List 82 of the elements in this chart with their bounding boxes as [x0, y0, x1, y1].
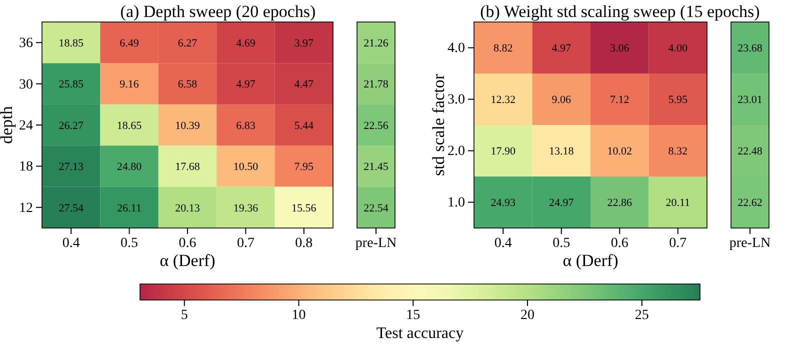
data-label: 23.68: [738, 42, 763, 55]
data-label: 18.85: [58, 37, 84, 50]
data-label: 22.56: [364, 120, 389, 132]
data-label: 6.27: [178, 37, 198, 50]
y-tick-label: 2.0: [448, 144, 465, 160]
x-tick-label: 0.4: [494, 236, 512, 251]
data-label: 5.95: [668, 94, 688, 106]
x-tick-label: 0.6: [610, 236, 628, 251]
color-bar-label: 10: [292, 308, 306, 323]
y-tick-label: 1.0: [448, 196, 465, 211]
data-label: 22.48: [738, 146, 763, 158]
data-label: 7.12: [610, 94, 630, 106]
x-axis-title: α (Derf): [562, 251, 618, 270]
data-label: 21.78: [364, 78, 389, 91]
y-tick-label: 24: [19, 118, 33, 134]
data-label: 8.82: [494, 42, 513, 55]
data-label: 26.11: [117, 202, 142, 214]
y-tick-label: 3.0: [448, 92, 465, 108]
color-bar-label: 5: [180, 308, 188, 323]
data-label: 25.85: [58, 78, 84, 91]
x-tick-label: 0.5: [552, 236, 570, 251]
data-label: 24.80: [116, 161, 142, 174]
data-label: 4.97: [552, 42, 572, 55]
data-label: 21.26: [364, 37, 389, 50]
data-label: 19.36: [233, 202, 259, 214]
x-tick-label: 0.4: [62, 236, 80, 251]
color-bar-label: 25: [634, 308, 649, 323]
chart-title: (b) Weight std scaling sweep (15 epochs): [480, 2, 760, 21]
data-label: 6.58: [178, 78, 198, 91]
data-label: 4.97: [236, 78, 256, 91]
data-label: 10.50: [233, 161, 259, 174]
color-bar-title: Test accuracy: [376, 325, 464, 342]
data-label: 6.49: [120, 37, 140, 50]
data-label: 17.68: [175, 161, 200, 174]
color-bar-label: 15: [406, 308, 420, 323]
y-tick-label: 30: [19, 77, 33, 92]
data-label: 26.27: [58, 120, 84, 132]
y-tick-label: 12: [19, 200, 33, 216]
x-axis-title: α (Derf): [160, 251, 216, 270]
x-tick-label: pre-LN: [729, 236, 771, 251]
y-tick-label: 36: [19, 36, 33, 52]
data-label: 9.16: [120, 78, 140, 91]
data-label: 20.13: [175, 202, 200, 214]
data-label: 10.39: [175, 120, 200, 132]
data-label: 15.56: [292, 202, 317, 214]
data-label: 27.54: [58, 202, 84, 214]
data-label: 20.11: [666, 197, 690, 210]
x-tick-label: pre-LN: [355, 236, 397, 251]
data-label: 7.95: [294, 161, 314, 174]
data-label: 27.13: [58, 161, 84, 174]
data-label: 22.86: [607, 197, 632, 210]
data-label: 6.83: [236, 120, 256, 132]
data-label: 24.97: [549, 197, 574, 210]
data-label: 13.18: [549, 146, 574, 158]
data-label: 23.01: [738, 94, 762, 106]
data-label: 22.54: [364, 202, 389, 214]
data-label: 3.97: [294, 37, 314, 50]
y-tick-label: 4.0: [448, 41, 465, 56]
chart-title: (a) Depth sweep (20 epochs): [120, 2, 316, 21]
x-tick-label: 0.8: [295, 236, 313, 251]
data-label: 17.90: [490, 146, 516, 158]
y-tick-label: 18: [19, 160, 33, 175]
data-label: 24.93: [490, 197, 516, 210]
data-label: 4.47: [294, 78, 314, 91]
data-label: 22.62: [738, 197, 762, 210]
x-tick-label: 0.6: [178, 236, 196, 251]
data-label: 5.44: [294, 120, 314, 132]
x-tick-label: 0.7: [236, 236, 254, 251]
data-label: 10.02: [607, 146, 632, 158]
color-bar-label: 20: [520, 308, 535, 323]
data-label: 4.69: [236, 37, 256, 50]
data-label: 3.06: [610, 42, 630, 55]
x-tick-label: 0.5: [120, 236, 138, 251]
data-label: 9.06: [552, 94, 572, 106]
data-label: 12.32: [490, 94, 516, 106]
data-label: 21.45: [364, 161, 389, 174]
x-tick-label: 0.7: [669, 236, 687, 251]
y-axis-title: depth: [0, 106, 16, 144]
data-label: 4.00: [668, 42, 688, 55]
y-axis-title: std scale factor: [429, 74, 448, 176]
data-label: 8.32: [668, 146, 688, 158]
data-label: 18.65: [116, 120, 142, 132]
